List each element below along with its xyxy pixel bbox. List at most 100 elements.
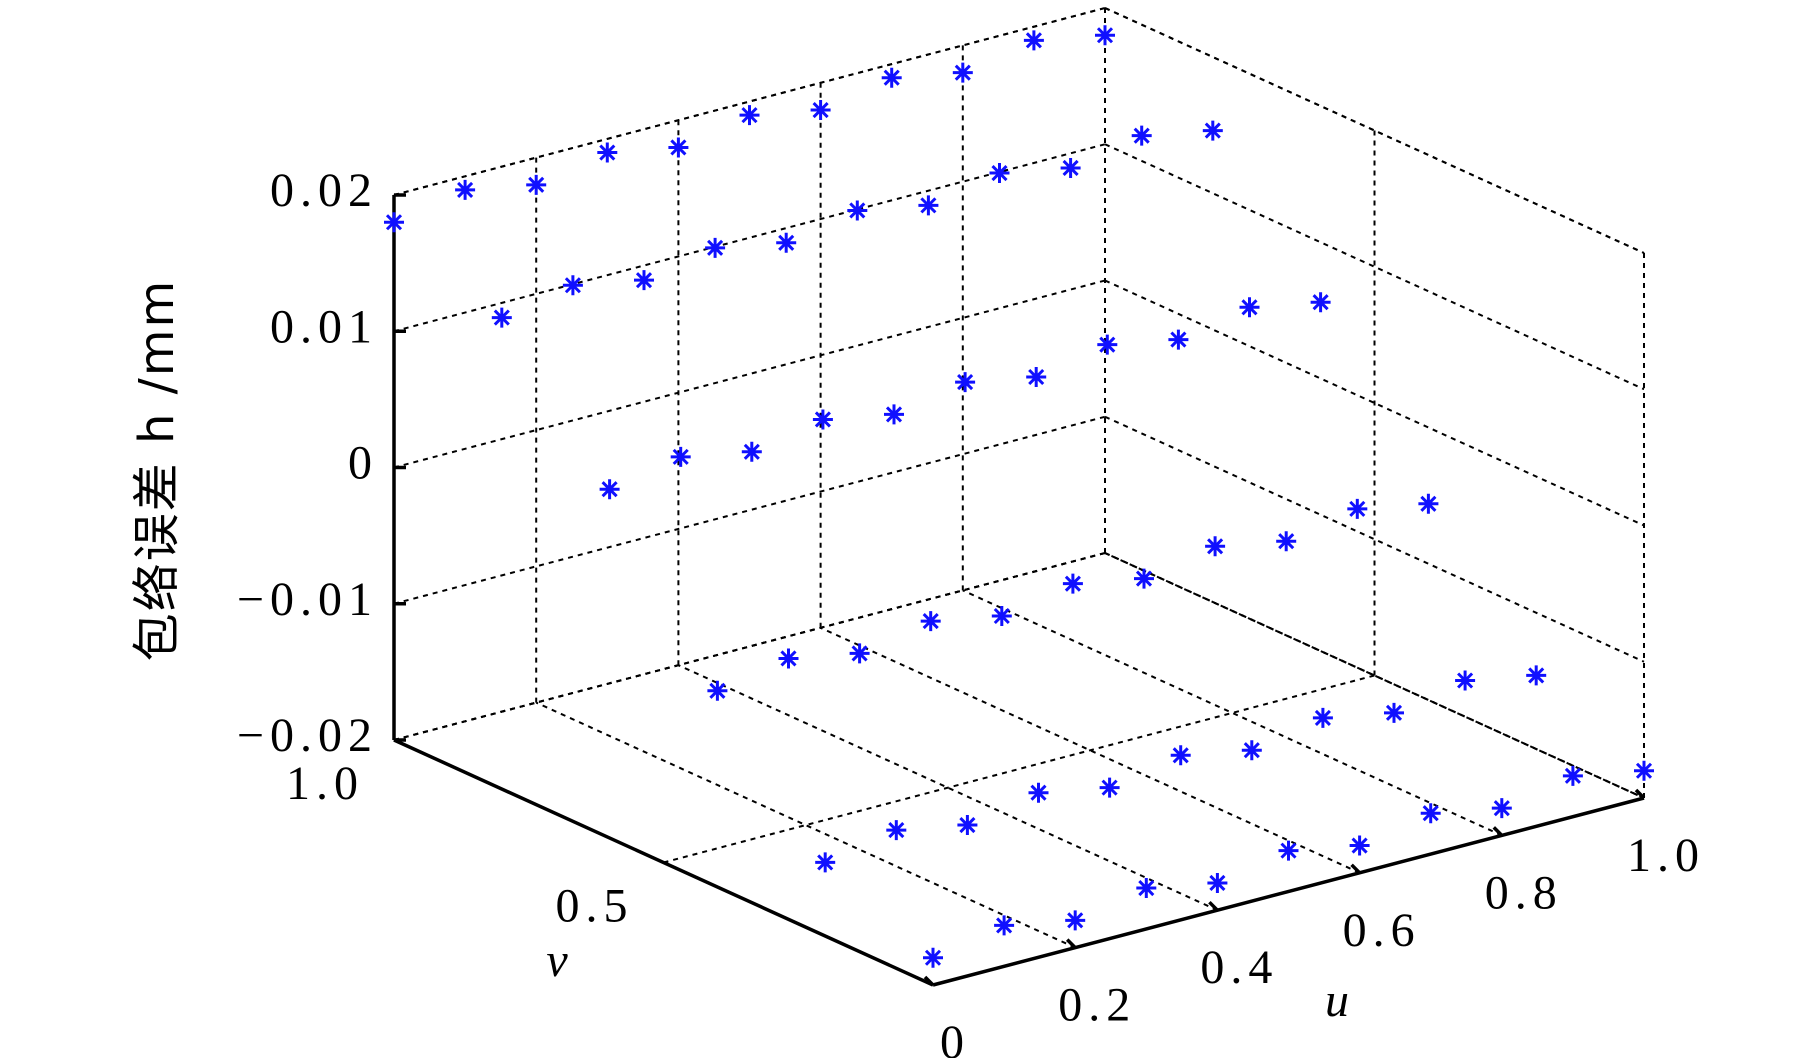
- marker: [1095, 25, 1115, 46]
- marker: [455, 179, 476, 200]
- grid-line: [393, 415, 1106, 605]
- marker: [1384, 702, 1404, 723]
- marker: [384, 212, 404, 233]
- marker: [1634, 760, 1654, 781]
- z-axis-label: 包络误差 h /mm: [129, 279, 185, 662]
- marker: [778, 648, 799, 669]
- marker: [847, 200, 868, 221]
- marker: [849, 643, 870, 664]
- marker: [670, 446, 691, 467]
- grid-line: [393, 552, 1106, 741]
- marker: [1062, 573, 1083, 594]
- marker: [1136, 878, 1157, 899]
- y-tick-label: 0.5: [556, 880, 634, 933]
- z-tick-label: −0.02: [237, 709, 378, 762]
- x-tick-label: 0.4: [1200, 941, 1278, 994]
- marker: [1347, 498, 1368, 519]
- marker: [881, 67, 902, 88]
- x-tick-label: 0: [940, 1016, 970, 1058]
- marker: [884, 404, 904, 425]
- marker: [1099, 777, 1120, 798]
- grid-line: [663, 674, 1375, 864]
- y-axis-label: v: [546, 934, 573, 987]
- grid-line: [393, 279, 1106, 469]
- marker: [1065, 910, 1086, 931]
- marker: [1276, 531, 1297, 552]
- grid-line: [393, 7, 1106, 196]
- z-tick-label: 0: [348, 437, 378, 490]
- z-tick-label: −0.01: [237, 573, 378, 626]
- x-tick-label: 1.0: [1627, 829, 1705, 882]
- x-tick-label: 0.6: [1343, 904, 1421, 957]
- marker: [1455, 670, 1476, 691]
- x-axis: [932, 796, 1645, 987]
- grid-line: [393, 143, 1106, 333]
- marker: [1241, 740, 1262, 761]
- marker: [1060, 157, 1081, 178]
- x-tick-label: 0.2: [1058, 979, 1136, 1032]
- marker: [634, 270, 654, 291]
- marker: [1097, 334, 1118, 355]
- marker: [597, 142, 618, 163]
- grid-line: [820, 626, 1361, 874]
- marker: [1420, 803, 1441, 824]
- marker: [1310, 292, 1331, 313]
- grid-line: [1104, 143, 1645, 391]
- marker: [1349, 835, 1370, 856]
- grid-line: [1104, 552, 1645, 799]
- marker: [739, 105, 760, 126]
- marker: [812, 409, 833, 430]
- z-tick-label: 0.02: [270, 164, 378, 217]
- marker: [989, 163, 1010, 184]
- marker: [491, 307, 512, 328]
- grid-line: [677, 664, 1218, 912]
- marker: [1562, 765, 1583, 786]
- marker: [955, 372, 976, 393]
- marker: [562, 275, 583, 296]
- marker: [1134, 568, 1154, 589]
- y-tick-label: 1.0: [286, 757, 364, 810]
- grid-line: [535, 701, 1076, 949]
- marker: [815, 852, 836, 873]
- marker: [1418, 493, 1439, 514]
- z-tick-label: 0.01: [270, 300, 378, 353]
- marker: [526, 174, 547, 195]
- marker: [810, 100, 831, 121]
- marker: [776, 232, 797, 253]
- marker: [920, 611, 941, 632]
- marker: [668, 137, 689, 158]
- grid-line: [1104, 552, 1645, 799]
- marker: [923, 947, 943, 968]
- grid-line: [1104, 7, 1645, 254]
- grid-line: [1104, 415, 1645, 663]
- marker: [1131, 125, 1152, 146]
- x-axis-label: u: [1325, 974, 1355, 1027]
- marker: [1023, 30, 1044, 51]
- marker: [1278, 840, 1299, 861]
- y-axis: [393, 738, 934, 987]
- grid-line: [962, 589, 1503, 837]
- marker: [705, 237, 726, 258]
- grid-line: [1104, 279, 1645, 527]
- marker: [1205, 536, 1226, 557]
- marker: [707, 680, 728, 701]
- marker: [994, 915, 1015, 936]
- marker: [1028, 782, 1049, 803]
- marker: [957, 815, 978, 836]
- marker: [1526, 665, 1547, 686]
- marker: [952, 62, 973, 83]
- marker: [1202, 120, 1223, 141]
- marker: [1207, 872, 1228, 893]
- marker: [886, 820, 907, 841]
- marker: [1239, 297, 1260, 318]
- marker: [1491, 798, 1512, 819]
- marker: [1026, 367, 1047, 387]
- marker: [918, 195, 939, 216]
- marker: [599, 479, 620, 500]
- marker: [991, 606, 1012, 626]
- marker: [1312, 707, 1333, 728]
- marker: [741, 441, 762, 462]
- marker: [1168, 329, 1189, 350]
